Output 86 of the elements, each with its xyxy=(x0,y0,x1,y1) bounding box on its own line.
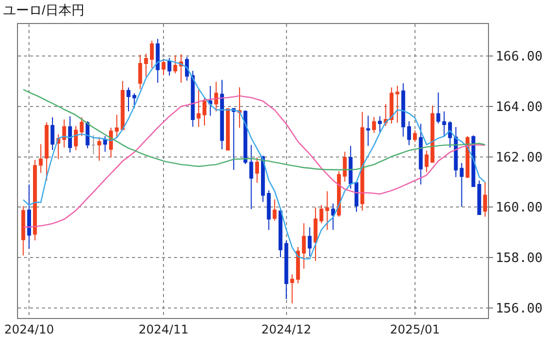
candlestick xyxy=(97,136,102,162)
candlestick xyxy=(401,82,406,138)
candlestick xyxy=(114,114,119,138)
candlestick xyxy=(138,54,142,90)
candlestick xyxy=(27,184,32,250)
candlestick xyxy=(314,206,318,262)
candlestick xyxy=(91,134,96,155)
line-series xyxy=(22,95,486,228)
candlestick xyxy=(44,122,49,181)
y-tick-label: 164.00 xyxy=(496,100,543,115)
candlestick xyxy=(144,53,148,78)
candlestick xyxy=(38,144,43,174)
candlestick xyxy=(214,81,218,112)
candlestick xyxy=(74,126,78,151)
candlestick xyxy=(296,246,300,284)
candlestick xyxy=(290,274,294,304)
candlestick xyxy=(477,180,482,215)
candlestick xyxy=(103,136,108,152)
candlestick xyxy=(21,206,26,256)
candlestick xyxy=(325,190,330,230)
candlestick xyxy=(284,240,288,300)
candlestick xyxy=(348,145,353,190)
line-series xyxy=(22,59,486,260)
candlestick xyxy=(342,151,347,182)
candlestick xyxy=(249,144,254,210)
candlestick xyxy=(150,40,154,68)
candlestick xyxy=(266,190,271,230)
candlestick xyxy=(418,123,423,185)
candlestick xyxy=(156,38,160,84)
candlestick xyxy=(378,116,382,133)
candlestick xyxy=(483,182,488,218)
candlestick xyxy=(255,157,260,184)
candlestick xyxy=(243,110,248,165)
candlestick xyxy=(360,111,364,212)
y-tick-label: 158.00 xyxy=(496,251,543,266)
candlestick xyxy=(202,98,206,126)
candlestick xyxy=(167,58,172,76)
candlestick xyxy=(331,203,336,230)
candlestick xyxy=(302,222,306,270)
candlestick xyxy=(173,54,178,74)
candlestick xyxy=(126,86,130,112)
candlestick xyxy=(120,80,125,130)
candlestick xyxy=(448,120,452,148)
candlestick xyxy=(208,85,212,116)
x-tick-label: 2024/12 xyxy=(261,322,312,336)
candlestick xyxy=(407,120,412,146)
candlestick xyxy=(413,130,417,142)
candlestick xyxy=(319,204,324,224)
candlestick xyxy=(354,180,358,212)
candlestick xyxy=(80,116,84,137)
candlestick xyxy=(62,118,66,148)
y-tick-label: 166.00 xyxy=(496,50,543,65)
candlestick xyxy=(390,86,394,124)
candlestick xyxy=(50,116,54,150)
candlestick xyxy=(68,116,72,153)
candlestick xyxy=(185,56,189,82)
candlestick xyxy=(33,160,37,241)
candlestick xyxy=(454,126,458,178)
candlestick xyxy=(272,198,277,222)
chart-title: ユーロ/日本円 xyxy=(2,2,84,18)
x-tick-label: 2024/11 xyxy=(138,322,188,336)
y-tick-label: 162.00 xyxy=(496,150,543,166)
candlestick xyxy=(395,85,400,124)
candlestick xyxy=(162,58,166,76)
candlestick xyxy=(232,108,236,170)
candlestick xyxy=(308,226,312,257)
x-tick-label: 2024/10 xyxy=(4,322,54,336)
candlestick xyxy=(430,105,434,163)
candlestick xyxy=(424,150,429,173)
candlestick xyxy=(366,115,370,146)
candlestick xyxy=(278,207,282,258)
candlestick xyxy=(196,90,201,128)
candlestick xyxy=(442,110,446,137)
candlestick xyxy=(220,79,224,150)
candlestick xyxy=(261,155,265,202)
candlestick xyxy=(384,104,388,127)
y-tick-label: 156.00 xyxy=(496,301,543,316)
candlestick xyxy=(226,108,230,150)
candlestick xyxy=(132,92,136,109)
line-series xyxy=(22,88,486,170)
candlestick xyxy=(436,92,440,124)
y-tick-label: 160.00 xyxy=(496,200,543,216)
candlestick xyxy=(460,162,464,208)
candlestick xyxy=(238,86,242,128)
candlestick xyxy=(372,116,376,134)
x-tick-label: 2025/01 xyxy=(390,322,440,336)
